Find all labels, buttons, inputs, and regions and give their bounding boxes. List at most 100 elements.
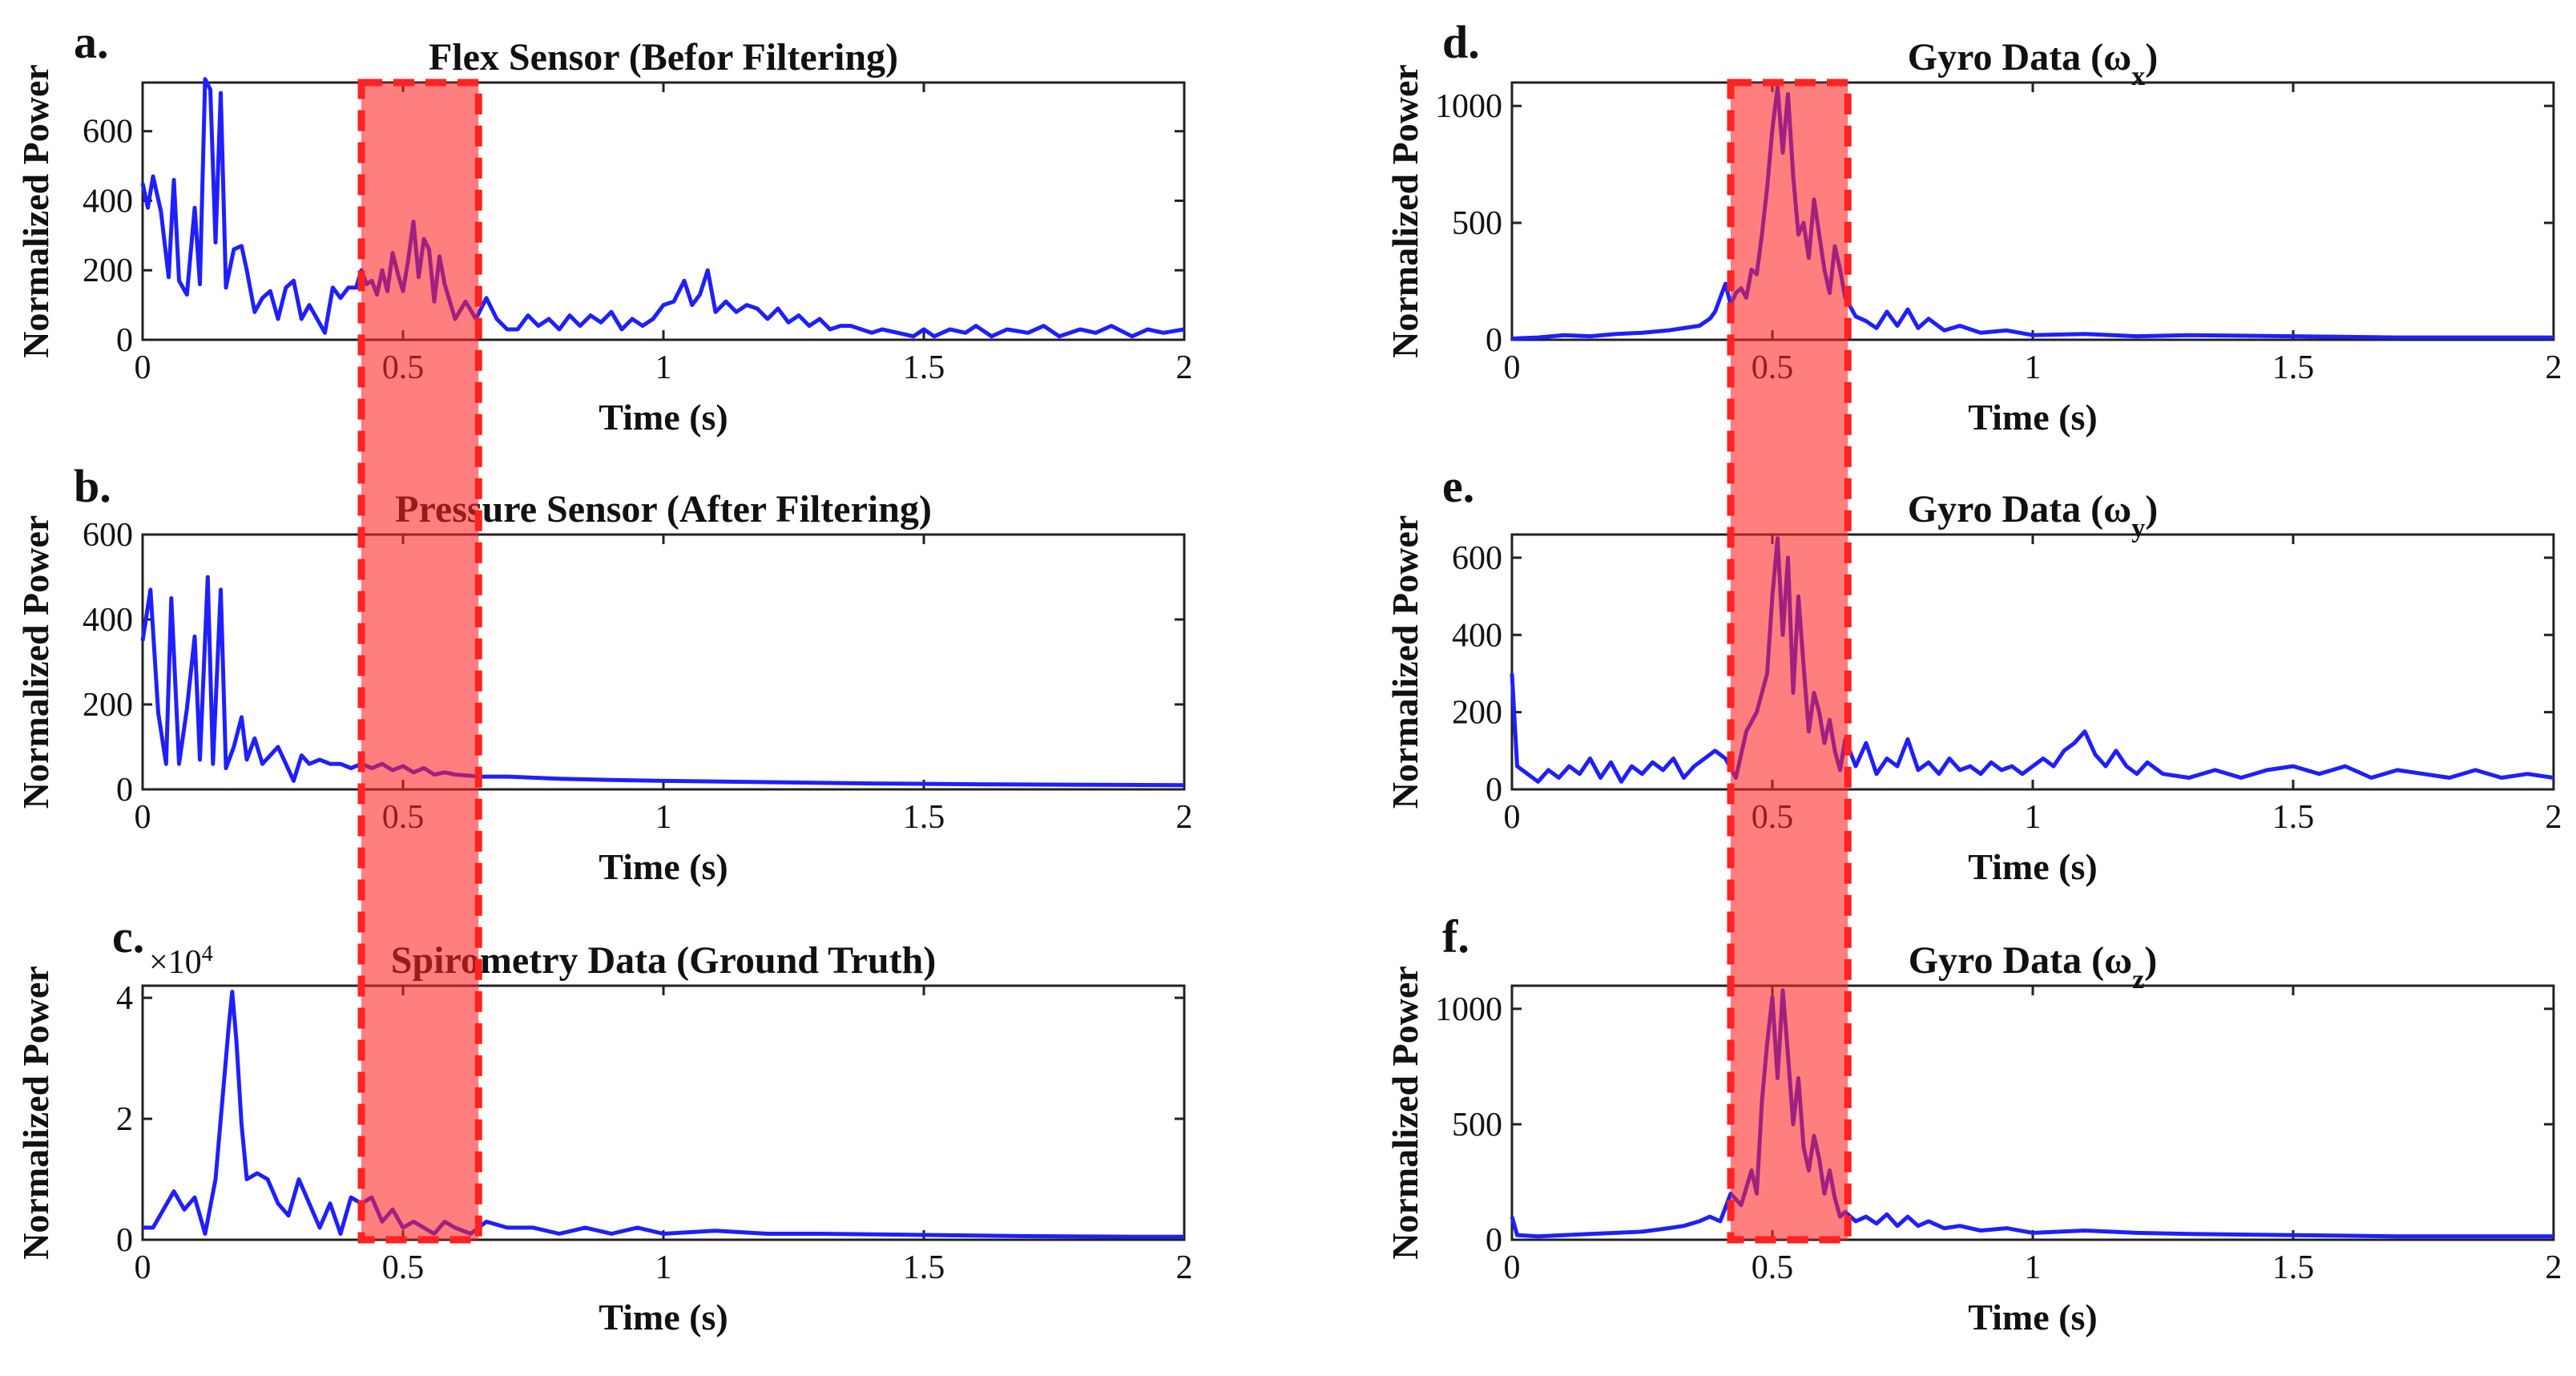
plot-frame [1510,81,2555,341]
plot-frame [1510,533,2555,791]
series-line-f [1510,988,2554,1239]
panel-label: a. [74,16,109,68]
x-tick-label: 1 [655,349,672,386]
y-tick-label: 0 [1486,1222,1502,1259]
x-tick-label: 1 [655,799,672,836]
y-tick-label: 200 [83,687,133,724]
x-tick-label: 0 [1504,799,1521,836]
panel-title-text: Flex Sensor (Befor Filtering) [429,36,898,79]
y-tick-label: 400 [1452,617,1502,654]
panel-title-text: Gyro Data (ω [1908,488,2132,531]
x-tick-label: 0 [1504,1249,1521,1286]
series-line-b [140,575,1185,788]
y-tick-label: 0 [116,772,133,809]
panel-label: b. [74,460,111,512]
x-tick-label: 0.5 [382,1249,425,1286]
y-tick-label: 0 [116,322,133,359]
y-axis-label: Normalized Power [1385,515,1425,809]
x-tick-label: 1.5 [2272,349,2315,386]
x-axis-label: Time (s) [1968,397,2097,438]
highlight-band-right [1727,79,1852,1244]
panel-title-subscript: y [2131,514,2145,543]
y-tick-label: 1000 [1435,88,1502,125]
y-tick-label: 500 [1452,1107,1502,1144]
series-line-a [140,77,1185,339]
y-axis-label: Normalized Power [15,966,56,1260]
y-tick-label: 0 [1486,772,1502,809]
plot-frame [141,984,1186,1241]
series-line-c [143,990,1184,1239]
x-tick-label: 1 [2025,1249,2042,1286]
y-tick-label: 1000 [1435,991,1502,1028]
panel-title-close: ) [2145,36,2158,79]
x-tick-label: 2 [2546,349,2562,386]
panel-label: c. [112,910,144,962]
x-tick-label: 2 [2546,1249,2562,1286]
x-axis-label: Time (s) [599,397,728,438]
x-tick-label: 0 [135,799,151,836]
panel-title: Flex Sensor (Befor Filtering) [429,36,898,79]
panel-title: Gyro Data (ωx) [1908,36,2158,91]
panel-f: 0 0.5 1 1.5 2 0 500 1000 Gyro Data (ωz) f. Time (s… [1385,910,2562,1338]
x-tick-label: 1 [2025,799,2042,836]
panel-title-text: Gyro Data (ω [1909,939,2133,982]
panel-title: Gyro Data (ωy) [1908,488,2158,543]
panel-title-subscript: x [2131,62,2145,91]
y-axis-label: Normalized Power [1385,966,1425,1260]
x-tick-label: 2 [1176,799,1193,836]
y-multiplier: ×104 [149,942,213,982]
x-tick-label: 2 [2546,799,2562,836]
x-tick-label: 1.5 [2272,799,2315,836]
x-tick-label: 1.5 [903,1249,945,1286]
y-axis-label: Normalized Power [15,515,56,809]
y-tick-label: 200 [1452,695,1502,732]
y-tick-label: 600 [83,517,133,554]
y-multiplier-base: ×10 [149,944,202,981]
x-tick-label: 0 [1504,349,1521,386]
panel-title: Gyro Data (ωz) [1909,939,2158,995]
y-tick-label: 200 [83,252,133,289]
y-multiplier-exponent: 4 [202,942,213,966]
y-tick-label: 0 [116,1222,133,1259]
highlight-band-left [357,79,482,1244]
x-tick-label: 1.5 [2272,1249,2315,1286]
y-tick-label: 400 [83,602,133,639]
series-line-e [1510,536,2554,784]
panel-label: e. [1442,460,1474,512]
x-axis-label: Time (s) [599,1297,728,1338]
y-tick-label: 0 [1486,322,1502,359]
panel-title-text: Pressure Sensor (After Filtering) [395,488,932,531]
x-axis-label: Time (s) [599,846,728,887]
x-tick-label: 1 [655,1249,672,1286]
y-tick-label: 400 [83,183,133,220]
plot-frame [1510,984,2555,1241]
x-tick-label: 2 [1176,1249,1193,1286]
panel-title-subscript: z [2132,965,2144,995]
x-axis-label: Time (s) [1968,846,2097,887]
panel-title-close: ) [2145,488,2158,531]
x-tick-label: 0.5 [1752,1249,1794,1286]
panel-title-text: Gyro Data (ω [1908,36,2132,79]
panel-label: d. [1442,16,1480,68]
y-axis-label: Normalized Power [1385,64,1425,358]
panel-title-close: ) [2144,939,2157,982]
panel-label: f. [1442,910,1469,962]
y-axis-label: Normalized Power [15,64,56,358]
x-axis-label: Time (s) [1968,1297,2097,1338]
x-tick-label: 1.5 [903,349,945,386]
x-tick-label: 1 [2025,349,2042,386]
y-tick-label: 600 [1452,540,1502,577]
y-tick-label: 600 [83,114,133,151]
plot-frame [141,533,1186,791]
y-tick-label: 2 [116,1101,133,1138]
panel-title: Pressure Sensor (After Filtering) [395,488,932,531]
series-line-d [1511,85,2554,341]
x-tick-label: 0 [135,349,151,386]
y-tick-label: 4 [116,980,133,1017]
